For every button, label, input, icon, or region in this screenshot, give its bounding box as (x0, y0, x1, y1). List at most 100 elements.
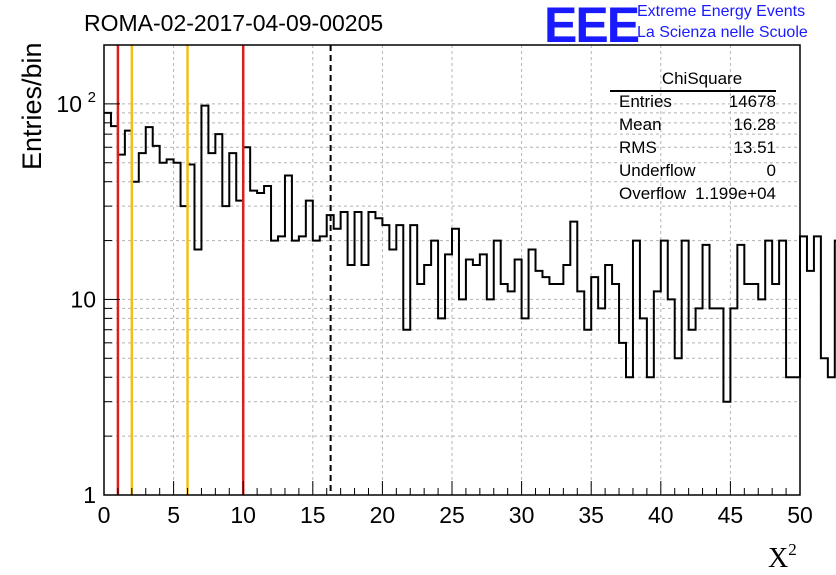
histogram-bin (779, 241, 786, 495)
stats-value: 1.199e+04 (695, 184, 776, 203)
y-tick-label: 1 (83, 482, 96, 508)
logo-line-2: La Scienza nelle Scuole (637, 24, 808, 41)
histogram-bin (153, 146, 160, 495)
histogram-bin (529, 250, 536, 495)
histogram-bin (682, 241, 689, 495)
histogram-bin (264, 186, 271, 495)
x-tick-label: 15 (300, 502, 326, 528)
histogram-bin (375, 218, 382, 495)
histogram-bin (549, 284, 556, 495)
stats-label: Entries (619, 92, 672, 111)
histogram-bin (396, 225, 403, 495)
stats-value: 14678 (728, 92, 776, 111)
histogram-bin (271, 241, 278, 495)
histogram-bin (368, 212, 375, 495)
histogram-bin (536, 271, 543, 495)
histogram-bin (320, 236, 327, 495)
x-tick-label: 50 (787, 502, 813, 528)
histogram-bin (772, 284, 779, 495)
histogram-bin (431, 241, 438, 495)
stats-value: 0 (766, 161, 776, 180)
logo-line-1: Extreme Energy Events (637, 3, 806, 20)
stats-label: Overflow (619, 184, 687, 203)
x-tick-label: 35 (578, 502, 604, 528)
histogram-bin (341, 212, 348, 495)
x-axis-label: X2 (768, 540, 797, 575)
histogram-bin (417, 284, 424, 495)
stats-row-entries: Entries 14678 (610, 90, 776, 113)
histogram-bin (389, 250, 396, 495)
histogram-bin (299, 236, 306, 495)
stats-divider (610, 90, 776, 92)
stats-box: ChiSquare Entries 14678 Mean 16.28 RMS 1… (610, 68, 776, 205)
stats-title: ChiSquare (661, 69, 743, 88)
stats-value: 16.28 (733, 115, 776, 134)
histogram-bin (410, 225, 417, 495)
histogram-bin (229, 153, 236, 495)
histogram-bin (689, 330, 696, 495)
histogram-bin (591, 277, 598, 495)
histogram-series (104, 104, 836, 403)
histogram-bin (744, 284, 751, 495)
histogram-bin (160, 163, 167, 495)
stats-value: 13.51 (733, 138, 776, 157)
stats-row-mean: Mean 16.28 (610, 113, 776, 136)
histogram-bin (355, 212, 362, 495)
histogram-bin (612, 284, 619, 495)
histogram-bin (487, 299, 494, 495)
histogram-bin (501, 284, 508, 495)
histogram-bin (104, 113, 111, 495)
histogram-bin (278, 236, 285, 495)
histogram-bin (661, 241, 668, 495)
histogram-bin (640, 318, 647, 495)
histogram-bin (542, 277, 549, 495)
x-axis-label-base: X (768, 543, 789, 574)
x-axis-label-superscript: 2 (788, 540, 797, 559)
histogram-bin (619, 343, 626, 495)
x-tick-label: 45 (718, 502, 744, 528)
histogram-bin (403, 330, 410, 495)
histogram-bin (821, 358, 828, 495)
histogram-bin (751, 284, 758, 495)
histogram-bin (737, 245, 744, 495)
eee-logo: EEE (544, 0, 640, 53)
y-tick-label: 10 (56, 91, 82, 117)
histogram-bin (146, 127, 153, 495)
histogram-bin (452, 229, 459, 495)
histogram-bin (194, 250, 201, 495)
histogram-bin (556, 284, 563, 495)
x-tick-label: 0 (98, 502, 111, 528)
histogram-bin (208, 153, 215, 495)
x-tick-label: 25 (439, 502, 465, 528)
histogram-bin (459, 299, 466, 495)
histogram-bin (285, 176, 292, 495)
histogram-bin (765, 241, 772, 495)
histogram-bin (292, 241, 299, 495)
x-tick-label: 40 (648, 502, 674, 528)
histogram-bin (445, 254, 452, 495)
y-axis-label: Entries/bin (17, 42, 47, 170)
histogram-bin (174, 163, 181, 495)
histogram-bin (522, 318, 529, 495)
histogram-bin (633, 241, 640, 495)
histogram-bin (703, 245, 710, 495)
histogram-bin (494, 241, 501, 495)
histogram-bin (828, 377, 835, 495)
histogram-bin (306, 201, 313, 495)
histogram-bin (167, 159, 174, 495)
histogram-bin (584, 330, 591, 495)
stats-row-rms: RMS 13.51 (610, 136, 776, 159)
histogram-bin (313, 241, 320, 495)
histogram-bin (222, 206, 229, 495)
histogram-bin (668, 299, 675, 495)
x-tick-label: 10 (230, 502, 256, 528)
stats-label: RMS (619, 138, 657, 157)
histogram-bin (215, 134, 222, 495)
chart-title: ROMA-02-2017-04-09-00205 (84, 10, 384, 36)
histogram-bin (758, 299, 765, 495)
y-tick-label: 10 (70, 286, 96, 312)
y-tick-exponent: 2 (88, 89, 96, 106)
histogram-bin (723, 402, 730, 495)
stats-label: Mean (619, 115, 662, 134)
